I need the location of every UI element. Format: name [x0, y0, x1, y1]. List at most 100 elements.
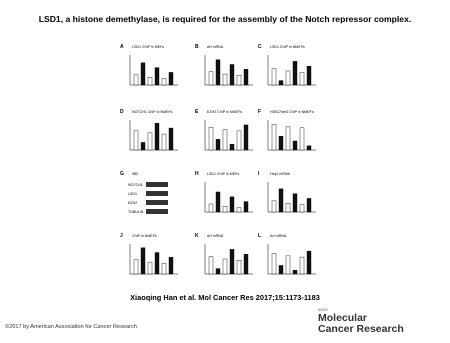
- bar: [154, 123, 160, 151]
- panel-title: Arf mRNA: [270, 234, 287, 238]
- bar: [222, 129, 228, 151]
- bar: [271, 68, 277, 86]
- panel-letter: C: [258, 44, 262, 50]
- panel-letter: H: [195, 171, 199, 177]
- bar: [208, 203, 214, 213]
- bar: [229, 143, 235, 151]
- bar: [271, 123, 277, 151]
- bar: [161, 263, 167, 275]
- bar: [285, 255, 291, 275]
- bar: [306, 65, 312, 86]
- bar: [292, 61, 298, 86]
- bar: [285, 203, 291, 213]
- bar: [292, 270, 298, 275]
- copyright: ©2017 by American Association for Cancer…: [5, 323, 137, 330]
- figure: A LSD1 ChIP in MEFs B Arf mRNA C LSD1 ChIP in…: [120, 44, 316, 275]
- panel-letter: F: [258, 109, 261, 115]
- blot-label: EZH2: [128, 201, 137, 205]
- bar: [278, 188, 284, 213]
- bar: [243, 201, 249, 213]
- bar: [140, 62, 146, 86]
- bar: [222, 206, 228, 213]
- bar: [243, 69, 249, 86]
- blot-band: [146, 182, 168, 187]
- panel-title: LSD1 ChIP in MEFs: [132, 45, 164, 49]
- bar: [133, 130, 139, 151]
- bar: [133, 259, 139, 275]
- bar: [229, 249, 235, 275]
- bar: [208, 256, 214, 275]
- bar: [161, 133, 167, 151]
- bar: [306, 250, 312, 275]
- bar: [271, 200, 277, 213]
- panel-letter: D: [120, 109, 124, 115]
- panel-letter: K: [195, 233, 199, 239]
- slide-title: LSD1, a histone demethylase, is required…: [39, 14, 412, 24]
- bar: [278, 80, 284, 86]
- bar: [147, 76, 153, 86]
- logo-small: AACR: [318, 308, 328, 312]
- bar: [285, 126, 291, 151]
- panel-title: ChIP in NMEFs: [132, 234, 157, 238]
- bar: [236, 75, 242, 86]
- bar: [222, 258, 228, 275]
- bar: [229, 196, 235, 213]
- panel-title: LSD1 ChIP in NMEFs: [270, 45, 305, 49]
- panel-letter: G: [120, 171, 124, 177]
- panel-title: Arf mRNA: [207, 45, 224, 49]
- bar: [243, 124, 249, 151]
- panel-title: H3K27me3 ChIP in NMEFs: [270, 110, 314, 114]
- citation: Xiaoqing Han et al. Mol Cancer Res 2017;…: [130, 293, 320, 302]
- bar: [215, 191, 221, 213]
- bar: [154, 67, 160, 86]
- panel-letter: E: [195, 109, 199, 115]
- bar: [306, 198, 312, 213]
- bar: [140, 247, 146, 275]
- bar: [229, 64, 235, 86]
- bar: [236, 207, 242, 213]
- blot-label: NOTCH1: [128, 183, 143, 187]
- blot-band: [146, 209, 168, 214]
- panel-letter: A: [120, 44, 124, 50]
- bar: [243, 253, 249, 275]
- bar: [147, 132, 153, 151]
- blot-label: TUBULIN: [128, 210, 144, 214]
- panel-letter: B: [195, 44, 199, 50]
- bar: [133, 74, 139, 86]
- panel-title: Arf mRNA: [207, 234, 224, 238]
- bar: [292, 140, 298, 151]
- bar: [278, 135, 284, 151]
- bar: [278, 265, 284, 275]
- bar: [208, 71, 214, 86]
- bar: [299, 204, 305, 213]
- panel-letter: L: [258, 233, 261, 239]
- bar: [215, 139, 221, 151]
- panel-title: Hey2 mRNA: [270, 172, 291, 176]
- panel-letter: I: [258, 171, 260, 177]
- panel-title: WB: [132, 172, 138, 176]
- bar: [292, 193, 298, 213]
- bar: [168, 72, 174, 86]
- bar: [222, 73, 228, 86]
- bar: [140, 142, 146, 151]
- bar: [168, 127, 174, 151]
- logo-line1: Molecular: [318, 312, 367, 324]
- bar: [215, 59, 221, 86]
- bar: [154, 252, 160, 275]
- bar: [161, 78, 167, 86]
- panel-title: NOTCH1 ChIP in NMEFs: [132, 110, 173, 114]
- bar: [271, 253, 277, 275]
- blot-band: [146, 200, 168, 205]
- bar: [208, 127, 214, 151]
- bar: [299, 71, 305, 86]
- bar: [306, 145, 312, 151]
- panel-title: EZH2 ChIP in NMEFs: [207, 110, 242, 114]
- bar: [215, 268, 221, 275]
- bar: [285, 70, 291, 86]
- blot-label: LSD1: [128, 192, 137, 196]
- bar: [147, 261, 153, 275]
- logo-line2: Cancer Research: [318, 323, 404, 335]
- bar: [299, 256, 305, 275]
- bar: [236, 260, 242, 275]
